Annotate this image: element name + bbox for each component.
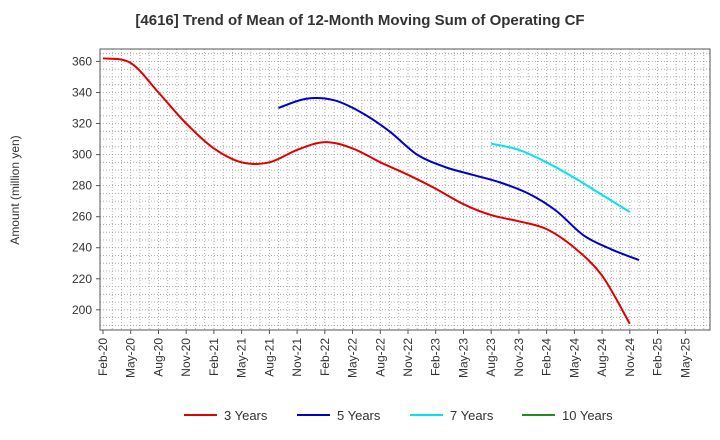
legend-label: 3 Years: [224, 408, 268, 423]
x-tick-label: Aug-23: [484, 338, 498, 377]
y-tick-label: 300: [72, 148, 92, 162]
x-tick-label: Feb-21: [207, 338, 221, 376]
legend: 3 Years 5 Years 7 Years 10 Years: [184, 408, 613, 423]
x-tick-label: Nov-23: [512, 338, 526, 377]
x-tick-label: Aug-24: [595, 338, 609, 377]
y-tick-label: 280: [72, 179, 92, 193]
x-tick-label: Feb-24: [540, 338, 554, 376]
series-lines: [102, 57, 640, 325]
y-tick-label: 200: [72, 303, 92, 317]
x-tick-label: Aug-21: [262, 338, 276, 377]
y-tick-label: 240: [72, 241, 92, 255]
legend-label: 7 Years: [450, 408, 494, 423]
y-axis-label: Amount (million yen): [8, 135, 22, 244]
x-tick-label: Feb-23: [429, 338, 443, 376]
x-tick-label: May-22: [346, 338, 360, 378]
x-tick-label: Nov-21: [290, 338, 304, 377]
y-tick-label: 260: [72, 210, 92, 224]
plot-area: [99, 48, 711, 331]
x-tick-label: Aug-22: [373, 338, 387, 377]
y-tick-label: 340: [72, 86, 92, 100]
series-line-7-years: [490, 142, 631, 213]
x-tick-label: Nov-24: [623, 338, 637, 377]
legend-label: 10 Years: [562, 408, 613, 423]
x-tick-label: Nov-20: [179, 338, 193, 377]
x-tick-label: Nov-22: [401, 338, 415, 377]
x-tick-label: May-24: [567, 338, 581, 378]
series-line-3-years: [102, 57, 631, 325]
x-tick-label: May-21: [235, 338, 249, 378]
legend-label: 5 Years: [337, 408, 381, 423]
grid: [100, 49, 710, 330]
y-tick-label: 220: [72, 272, 92, 286]
x-tick-label: Aug-20: [152, 338, 166, 377]
x-tick-label: May-20: [124, 338, 138, 378]
x-tick-label: Feb-20: [96, 338, 110, 376]
x-axis: Feb-20 May-20 Aug-20 Nov-20 Feb-21 May-21 Aug-…: [96, 330, 692, 378]
y-tick-label: 320: [72, 117, 92, 131]
chart-title: [4616] Trend of Mean of 12-Month Moving …: [135, 12, 585, 29]
x-tick-label: May-25: [678, 338, 692, 378]
series-line-5-years: [278, 96, 640, 262]
y-axis: 200 220 240 260 280 300 320 340 360: [72, 54, 100, 317]
x-tick-label: May-23: [457, 338, 471, 378]
x-tick-label: Feb-22: [318, 338, 332, 376]
x-tick-label: Feb-25: [651, 338, 665, 376]
y-tick-label: 360: [72, 54, 92, 68]
